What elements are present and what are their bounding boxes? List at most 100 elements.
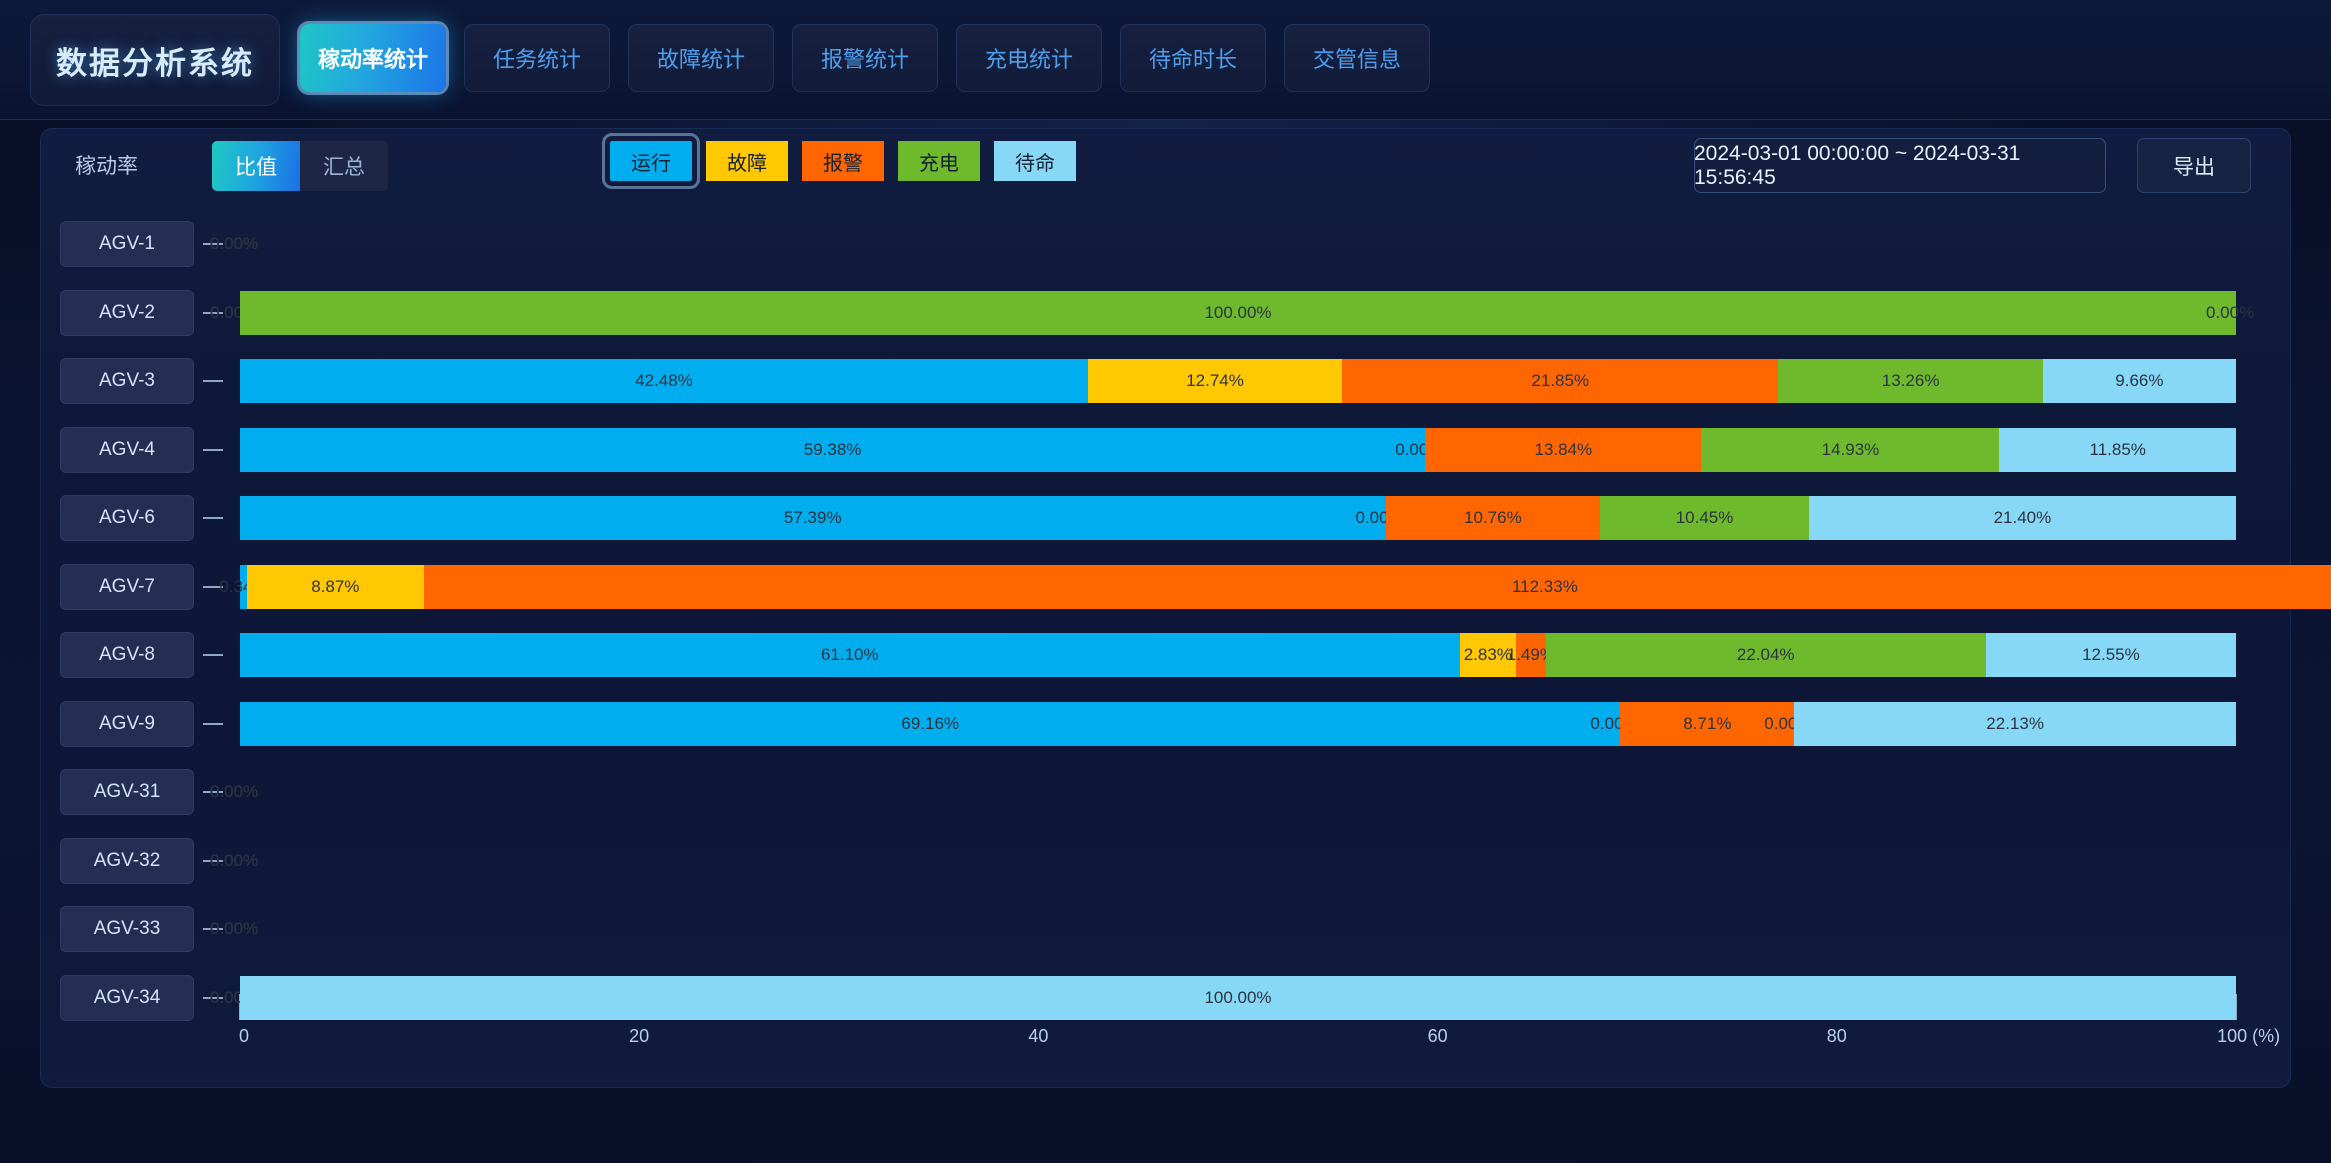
bar-segment-待命[interactable]: 22.13% <box>1794 701 2236 746</box>
chart-row: AGV-7 0.34%8.87%112.33%0.00%0.00% <box>40 553 2331 621</box>
legend-button-2[interactable]: 故障 <box>706 141 788 181</box>
bar-segment-运行[interactable]: 57.39% <box>240 496 1386 540</box>
main-tabs: 稼动率统计 任务统计 故障统计 报警统计 充电统计 待命时长 交管信息 <box>300 24 1431 92</box>
bar-segment-待命[interactable]: 11.85% <box>1999 427 2236 472</box>
row-tick <box>203 791 223 793</box>
bar-segment-故障[interactable]: 8.87% <box>246 564 424 609</box>
bar-segment-zero-充电: 0.00% <box>210 919 259 938</box>
agv-label-agv-1[interactable]: AGV-1 <box>60 221 194 267</box>
chart-row: AGV-1 0.00% 0.00% 0.00% 0.00% 0.00% <box>40 210 2291 278</box>
row-tick <box>203 311 223 314</box>
axis-tick-label: 40 <box>1028 1026 1049 1046</box>
bar-segment-zero-充电: 0.00% <box>210 234 259 253</box>
bar-segment-充电[interactable]: 100.00% <box>240 290 2236 335</box>
bar-segment-充电[interactable]: 10.45% <box>1600 496 1809 540</box>
tab-label: 交管信息 <box>1313 47 1402 72</box>
rate-label: 稼动率 <box>75 155 138 178</box>
bar-segment-报警[interactable]: 10.76% <box>1385 496 1601 540</box>
bar-segment-充电[interactable]: 14.93% <box>1701 427 2000 472</box>
bar-segment-运行[interactable]: 69.16% <box>240 701 1621 746</box>
agv-label-agv-31[interactable]: AGV-31 <box>60 769 194 815</box>
bar-segment-运行[interactable]: 42.48% <box>240 359 1088 403</box>
bar-track: 42.48% 12.74% 21.85% 13.26% 9.66% <box>240 359 2236 403</box>
bar-segment-zero-待命: 0.00% <box>210 782 259 801</box>
bar-segment-故障[interactable]: 12.74% <box>1087 359 1343 403</box>
bar-segment-zero-运行: 0.00% <box>210 234 259 253</box>
mode-toggle-group: 比值 汇总 <box>212 141 388 191</box>
bar-segment-运行[interactable]: 59.38% <box>240 427 1426 472</box>
bar-segment-待命[interactable]: 21.40% <box>1808 496 2236 540</box>
tab-1[interactable]: 稼动率统计 <box>300 24 447 92</box>
chart-row: AGV-32 0.00% 0.00% 0.00% 0.00% 0.00% <box>40 827 2291 895</box>
bar-segment-zero-报警: 0.00% <box>210 234 259 253</box>
bar-track: 57.39% 0.00% 10.76% 10.45% 21.40% <box>240 496 2236 540</box>
mode-option-1[interactable]: 比值 <box>212 141 300 191</box>
bar-segment-报警[interactable]: 8.71% <box>1620 701 1795 746</box>
row-tick <box>203 585 223 588</box>
row-tick <box>203 928 223 930</box>
agv-label-agv-2[interactable]: AGV-2 <box>60 289 194 336</box>
agv-label-agv-4[interactable]: AGV-4 <box>60 426 194 473</box>
axis-tick-label: 20 <box>629 1026 650 1046</box>
bar-segment-报警[interactable]: 13.84% <box>1425 427 1702 472</box>
utilization-stacked-bar-chart: 0 20 40 60 80 100 (%) AGV-1 0.00% 0.00% 0.00% 0.0… <box>40 206 2331 1088</box>
bar-segment-充电[interactable]: 22.04% <box>1545 633 1986 677</box>
bar-segment-zero-运行: 0.00% <box>210 919 259 938</box>
tab-7[interactable]: 交管信息 <box>1284 24 1431 92</box>
bar-segment-报警[interactable]: 21.85% <box>1342 359 1779 403</box>
bar-segment-报警[interactable]: 1.49% <box>1507 633 1555 677</box>
app-title-plate: 数据分析系统 <box>30 14 280 106</box>
axis-tick-label: 80 <box>1826 1026 1847 1046</box>
agv-label-agv-3[interactable]: AGV-3 <box>60 358 194 404</box>
legend-button-5[interactable]: 待命 <box>994 141 1076 181</box>
row-tick <box>203 517 223 519</box>
mode-option-2[interactable]: 汇总 <box>323 156 365 179</box>
agv-label-agv-8[interactable]: AGV-8 <box>60 632 194 678</box>
bar-segment-zero-故障: 0.00% <box>210 850 259 870</box>
tab-label: 故障统计 <box>657 47 746 72</box>
tab-label: 充电统计 <box>985 47 1074 72</box>
agv-label-agv-9[interactable]: AGV-9 <box>60 700 194 747</box>
filter-toolbar: 稼动率 比值 汇总 运行 故障 报警 充电 待命 2024-03-01 00:00:00 … <box>40 128 2291 206</box>
tab-5[interactable]: 充电统计 <box>956 24 1103 92</box>
axis-tick-label: 100 (%) <box>2217 1026 2281 1046</box>
bar-segment-待命[interactable]: 9.66% <box>2042 359 2236 403</box>
bar-segment-zero-待命: 0.00% <box>2206 302 2255 322</box>
agv-label-agv-33[interactable]: AGV-33 <box>60 906 194 952</box>
agv-label-agv-6[interactable]: AGV-6 <box>60 495 194 541</box>
tab-6[interactable]: 待命时长 <box>1120 24 1267 92</box>
agv-label-agv-7[interactable]: AGV-7 <box>60 563 194 610</box>
legend-button-1[interactable]: 运行 <box>602 133 700 189</box>
bar-segment-zero-报警: 0.00% <box>210 782 259 801</box>
tab-label: 任务统计 <box>493 47 582 72</box>
bar-segment-充电[interactable]: 13.26% <box>1778 359 2043 403</box>
x-axis: 0 20 40 60 80 100 (%) <box>239 994 2280 1052</box>
row-tick <box>203 448 223 451</box>
row-tick <box>203 243 223 245</box>
legend-button-3[interactable]: 报警 <box>802 141 884 181</box>
tab-3[interactable]: 故障统计 <box>628 24 775 92</box>
bar-segment-zero-运行: 0.00% <box>210 782 259 801</box>
bar-segment-zero-报警: 0.00% <box>210 850 259 870</box>
chart-row: AGV-31 0.00% 0.00% 0.00% 0.00% 0.00% <box>40 758 2291 826</box>
bar-segment-运行[interactable]: 61.10% <box>240 633 1460 677</box>
bar-segment-待命[interactable]: 100.00% <box>240 975 2236 1020</box>
bar-segment-运行[interactable]: 0.34% <box>219 564 268 609</box>
bar-segment-故障[interactable]: 2.83% <box>1459 633 1517 677</box>
legend-button-4[interactable]: 充电 <box>898 141 980 181</box>
bar-segment-报警[interactable]: 112.33% <box>423 564 2331 609</box>
row-tick <box>203 859 223 862</box>
export-button[interactable]: 导出 <box>2137 138 2251 193</box>
date-range-picker[interactable]: 2024-03-01 00:00:00 ~ 2024-03-31 15:56:4… <box>1694 138 2106 193</box>
chart-row: AGV-9 69.16% 0.00% 8.71% 0.00% 22.13% <box>40 690 2291 758</box>
bar-track: 0.00% 0.00% 0.00% 0.00% 0.00% <box>210 770 2236 814</box>
tab-4[interactable]: 报警统计 <box>792 24 939 92</box>
agv-label-agv-34[interactable]: AGV-34 <box>60 974 194 1021</box>
bar-segment-待命[interactable]: 12.55% <box>1985 633 2237 677</box>
tab-2[interactable]: 任务统计 <box>464 24 611 92</box>
bar-segment-zero-故障: 0.00% <box>210 234 259 253</box>
bar-track: 0.00% 0.00% 0.00% 0.00% 0.00% <box>210 907 2236 951</box>
chart-row: AGV-8 61.10% 2.83% 1.49% 22.04% 12.55% <box>40 621 2291 689</box>
agv-label-agv-32[interactable]: AGV-32 <box>60 837 194 884</box>
chart-row: AGV-33 0.00% 0.00% 0.00% 0.00% 0.00% <box>40 895 2291 963</box>
